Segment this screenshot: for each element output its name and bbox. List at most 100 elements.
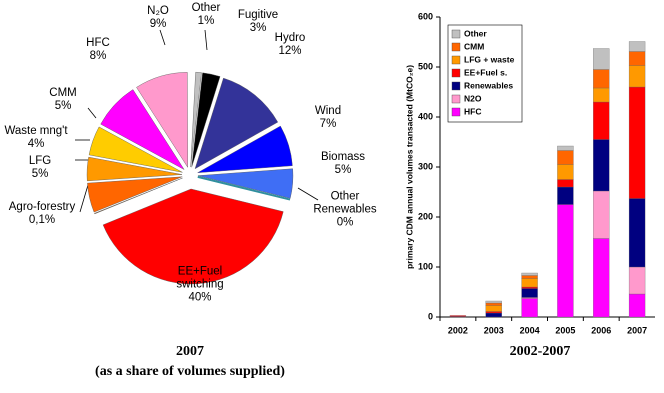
pie-label-name: Other xyxy=(191,2,221,14)
leader-line xyxy=(159,29,166,46)
pie-slice xyxy=(194,77,279,170)
legend-label: EE+Fuel s. xyxy=(464,67,507,77)
bar-segment xyxy=(557,150,574,165)
bar-segment xyxy=(557,204,574,318)
bar-segment xyxy=(485,311,502,314)
pie-slice xyxy=(88,126,183,173)
legend-swatch xyxy=(451,81,461,91)
legend-swatch xyxy=(451,68,461,78)
legend-swatch xyxy=(451,94,461,104)
pie-slice xyxy=(191,72,221,168)
pie-label-name: EE+Fuel switching xyxy=(176,265,224,291)
y-tick-label: 500 xyxy=(418,61,433,71)
leader-line xyxy=(204,29,208,51)
bar-segment xyxy=(449,315,467,317)
pie-label-value: 0% xyxy=(336,216,354,229)
bar-segment xyxy=(557,179,574,188)
x-tick-label: 2006 xyxy=(591,325,611,335)
legend-label: HFC xyxy=(464,106,481,116)
legend-label: Renewables xyxy=(464,80,513,90)
bar-segment xyxy=(485,305,502,312)
pie-slice xyxy=(197,168,294,199)
pie-slice xyxy=(197,175,291,201)
legend-swatch xyxy=(451,107,461,117)
pie-title: 2007 xyxy=(176,344,204,359)
bar-segment xyxy=(593,190,610,239)
pie-label: EE+Fuel switching 40% xyxy=(160,266,240,305)
pie-label: Waste mng't 4% xyxy=(4,125,67,151)
pie-label-name: N₂O xyxy=(147,5,169,17)
pie-label-value: 5% xyxy=(31,168,49,180)
bar-segment xyxy=(593,101,610,140)
leader-line xyxy=(297,187,319,201)
bar-segment xyxy=(557,145,574,151)
pie-label-name: Fugitive xyxy=(237,9,279,21)
pie-subtitle: (as a share of volumes supplied) xyxy=(95,364,285,379)
pie-label: Biomass 5% xyxy=(321,151,365,177)
pie-slice xyxy=(197,125,293,173)
pie-slice xyxy=(136,72,188,169)
pie-slice xyxy=(190,71,202,168)
bar-segment xyxy=(485,312,502,318)
y-tick-label: 100 xyxy=(418,261,433,271)
y-tick-label: 300 xyxy=(418,161,433,171)
pie-label-value: 4% xyxy=(27,138,45,150)
legend-swatch xyxy=(451,42,461,52)
x-tick-label: 2005 xyxy=(555,325,575,335)
pie-label-value: 0,1% xyxy=(28,214,56,226)
legend-swatch xyxy=(451,55,461,65)
pie-label-value: 5% xyxy=(334,164,352,176)
pie-slice xyxy=(86,156,183,182)
pie-label-name: Agro-forestry xyxy=(8,201,76,213)
y-axis-label: primary CDM annual volumes transacted (M… xyxy=(404,65,414,269)
pie-label-name: Biomass xyxy=(320,151,366,163)
pie-label-value: 3% xyxy=(249,22,267,34)
bar-segment xyxy=(557,186,574,205)
pie-label: CMM 5% xyxy=(49,87,76,113)
pie-label-value: 8% xyxy=(89,50,107,62)
bar-segment xyxy=(521,288,538,298)
bar-title: 2002-2007 xyxy=(510,344,571,359)
bar-segment xyxy=(557,164,574,180)
pie-label: N₂O 9% xyxy=(147,5,169,31)
bar-segment xyxy=(628,41,646,52)
bar-segment xyxy=(593,139,610,192)
leader-line xyxy=(79,184,89,213)
pie-label-value: 40% xyxy=(188,291,212,304)
legend-label: LFG + waste xyxy=(464,54,515,64)
x-tick-label: 2004 xyxy=(520,325,540,335)
pie-label-value: 12% xyxy=(278,45,302,57)
bar-segment xyxy=(628,86,646,199)
pie-slice xyxy=(94,177,183,215)
bar-segment xyxy=(628,51,646,66)
pie-label: Other 1% xyxy=(192,2,221,28)
pie-label-name: LFG xyxy=(28,155,52,167)
y-tick-label: 0 xyxy=(428,311,433,321)
bar-segment xyxy=(521,298,538,318)
pie-label: HFC 8% xyxy=(86,37,110,63)
bar-segment xyxy=(485,302,502,306)
leader-lines xyxy=(75,29,319,213)
legend-label: CMM xyxy=(464,41,484,51)
bar-segment xyxy=(628,198,646,268)
y-tick-label: 600 xyxy=(418,11,433,21)
pie-label: Wind 7% xyxy=(315,105,341,131)
legend-label: Other xyxy=(464,28,487,38)
bar-segment xyxy=(628,266,646,295)
bar-segment xyxy=(521,275,538,279)
bar-segment xyxy=(628,293,646,318)
bar-segment xyxy=(521,286,538,289)
pie-label-name: Waste mng't xyxy=(4,125,68,137)
pie-label: LFG 5% xyxy=(29,155,51,181)
bar-segment xyxy=(521,278,538,288)
pie-label: Hydro 12% xyxy=(275,32,306,58)
legend-box xyxy=(447,24,523,123)
bar-segment xyxy=(593,48,610,70)
x-tick-label: 2007 xyxy=(627,325,647,335)
bar-segment xyxy=(593,87,610,103)
bar-segment xyxy=(521,272,538,276)
pie-label-name: HFC xyxy=(86,37,110,49)
pie-label-value: 1% xyxy=(197,15,215,27)
pie-label-name: Wind xyxy=(314,105,342,117)
pie-label-name: Other Renewables xyxy=(313,190,377,216)
